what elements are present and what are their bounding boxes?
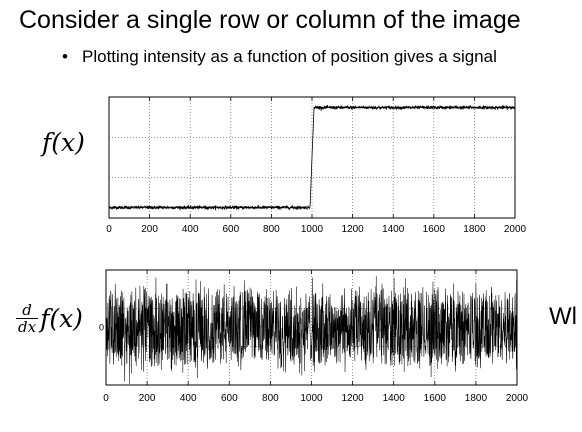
x-tick-label: 1000 <box>300 393 323 404</box>
derivative-fraction: d dx <box>16 302 39 336</box>
x-tick-label: 1600 <box>423 224 446 235</box>
cut-off-text: Wl <box>549 303 577 330</box>
x-tick-label: 200 <box>139 393 156 404</box>
derivative-numerator: d <box>16 302 39 319</box>
slide-title: Consider a single row or column of the i… <box>19 6 521 34</box>
series-line <box>105 276 518 384</box>
x-tick-label: 800 <box>263 224 280 235</box>
x-tick-label: 400 <box>180 393 197 404</box>
y-tick-label: 0 <box>99 323 104 333</box>
x-tick-label: 1800 <box>465 393 488 404</box>
chart1-ylabel: f(x) <box>42 128 85 157</box>
series-line <box>108 104 516 211</box>
x-tick-label: 2000 <box>506 393 529 404</box>
bullet-item: • Plotting intensity as a function of pos… <box>62 47 497 67</box>
x-tick-label: 1400 <box>383 393 406 404</box>
x-tick-label: 1600 <box>424 393 447 404</box>
derivative-body: f(x) <box>40 304 83 333</box>
chart2-ylabel: d dx f(x) <box>16 302 83 335</box>
x-tick-label: 1000 <box>301 224 324 235</box>
derivative-denominator: dx <box>18 318 37 336</box>
x-tick-label: 600 <box>221 393 238 404</box>
x-tick-label: 1800 <box>463 224 486 235</box>
chart-derivative: 0 200 400 600 800 1000 1200 1400 1600 1800 2000 0 <box>99 269 529 404</box>
chart-signal: 0 200 400 600 800 1000 1200 1400 1600 1800 2000 <box>106 96 527 235</box>
x-tick-label: 2000 <box>504 224 527 235</box>
bullet-text: Plotting intensity as a function of posi… <box>82 47 497 66</box>
x-tick-label: 600 <box>222 224 239 235</box>
bullet-dot: • <box>62 47 68 66</box>
x-tick-label: 400 <box>182 224 199 235</box>
x-tick-label: 1400 <box>382 224 405 235</box>
x-tick-label: 200 <box>141 224 158 235</box>
x-tick-label: 1200 <box>341 393 364 404</box>
x-tick-label: 0 <box>106 224 112 235</box>
x-tick-label: 0 <box>103 393 109 404</box>
x-tick-label: 800 <box>262 393 279 404</box>
x-tick-label: 1200 <box>341 224 364 235</box>
